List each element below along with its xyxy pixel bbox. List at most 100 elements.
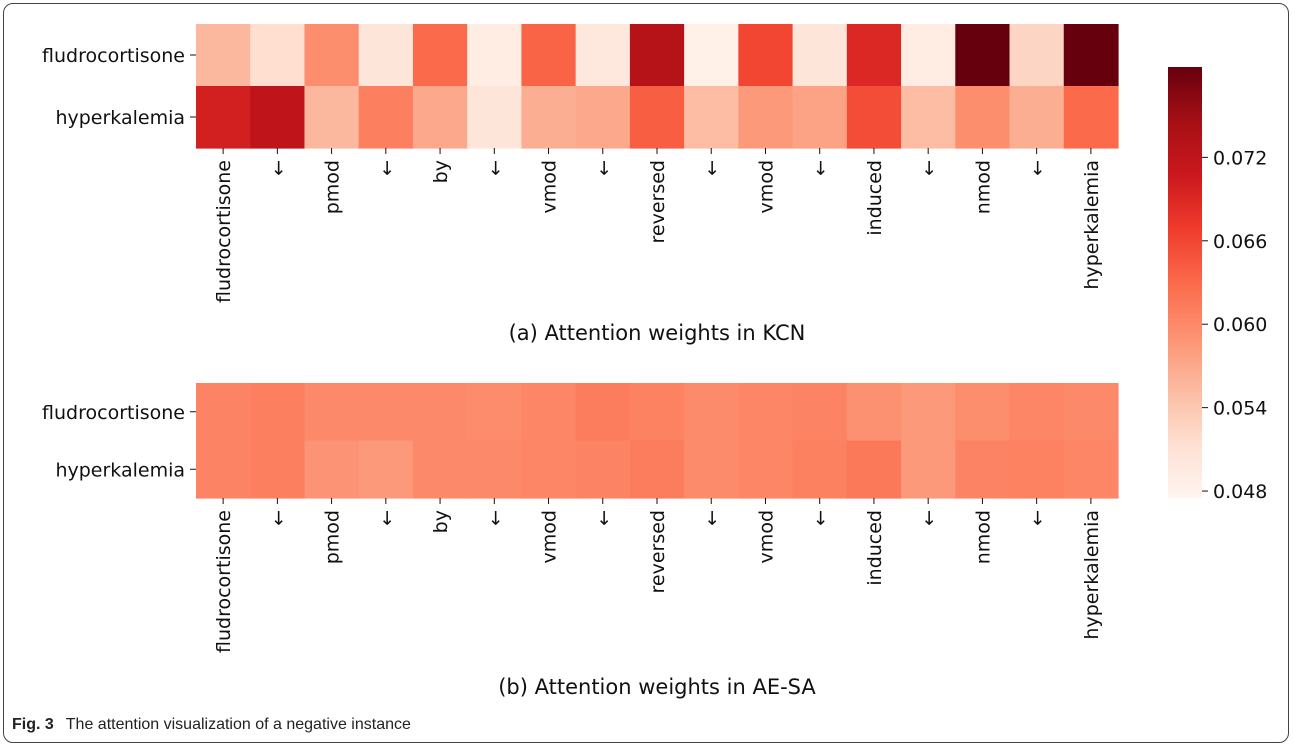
figure-number: Fig. 3 xyxy=(12,716,54,733)
heatmap-a-cell xyxy=(1009,24,1065,87)
heatmap-a-cell xyxy=(1009,86,1065,149)
heatmap-a-cell xyxy=(1063,24,1119,87)
heatmap-a-cell xyxy=(901,24,956,87)
heatmap-a-cell xyxy=(629,24,685,87)
heatmap-b-cell xyxy=(575,383,631,442)
row-label: fludrocortisone xyxy=(42,45,185,67)
heatmap-b-cell xyxy=(196,383,251,442)
column-label: ← xyxy=(593,160,615,176)
column-label: fludrocortisone xyxy=(213,160,235,303)
column-label: ← xyxy=(267,160,289,176)
column-label: vmod xyxy=(539,510,561,563)
colorbar-gradient xyxy=(1168,67,1202,498)
heatmap-a-cell xyxy=(684,86,739,149)
heatmap-b-cell xyxy=(684,383,739,442)
heatmap-a-cell xyxy=(846,24,902,87)
heatmap-b-cell xyxy=(955,440,1011,499)
column-label: reversed xyxy=(647,510,669,593)
column-label: ← xyxy=(1027,510,1049,526)
column-label: by xyxy=(430,160,452,183)
column-label: fludrocortisone xyxy=(213,510,235,653)
heatmap-b-cell xyxy=(521,383,577,442)
heatmap-b-cell xyxy=(304,383,360,442)
column-label: vmod xyxy=(539,160,561,213)
heatmap-b-cell xyxy=(467,440,523,499)
heatmap-b-cell xyxy=(467,383,523,442)
heatmap-a-cell xyxy=(955,24,1011,87)
heatmap-a-cell xyxy=(629,86,685,149)
heatmap-a-cell xyxy=(358,86,414,149)
colorbar: 0.048 0.054 0.060 0.066 0.072 xyxy=(1168,67,1267,503)
column-label: hyperkalemia xyxy=(1081,510,1103,640)
heatmap-a-title: (a) Attention weights in KCN xyxy=(509,321,806,345)
column-label: pmod xyxy=(322,510,344,564)
heatmap-b-cell xyxy=(684,440,739,499)
heatmap-b: fludrocortisone hyperkalemia fludrocortiso… xyxy=(42,383,1119,653)
heatmap-a-cell xyxy=(467,24,523,87)
row-label: hyperkalemia xyxy=(55,459,185,481)
figure-caption: Fig. 3 The attention visualization of a n… xyxy=(12,716,411,734)
caption-text: The attention visualization of a negativ… xyxy=(65,716,411,733)
colorbar-tick-label: 0.066 xyxy=(1213,231,1267,253)
heatmap-a-cell xyxy=(901,86,956,149)
heatmap-b-cell xyxy=(1009,383,1065,442)
heatmap-a-cell xyxy=(684,24,739,87)
column-label: ← xyxy=(810,160,832,176)
heatmap-b-cell xyxy=(846,383,902,442)
heatmap-a-cell xyxy=(467,86,523,149)
column-label: hyperkalemia xyxy=(1081,160,1103,290)
column-label: ← xyxy=(1027,160,1049,176)
heatmap-b-cell xyxy=(196,440,251,499)
column-label: ← xyxy=(593,510,615,526)
column-label: ← xyxy=(267,510,289,526)
heatmap-b-cell xyxy=(792,383,848,442)
colorbar-tick-label: 0.072 xyxy=(1213,147,1267,169)
heatmap-b-cell xyxy=(412,440,468,499)
heatmap-b-cell xyxy=(250,383,306,442)
heatmap-b-cell xyxy=(738,440,794,499)
row-label: hyperkalemia xyxy=(55,107,185,129)
heatmap-a-cell xyxy=(521,24,577,87)
heatmap-a-cell xyxy=(575,24,631,87)
heatmap-a-cell xyxy=(196,24,251,87)
heatmap-b-cell xyxy=(846,440,902,499)
heatmap-b-cell xyxy=(521,440,577,499)
colorbar-tick-label: 0.054 xyxy=(1213,398,1267,420)
heatmap-b-cell xyxy=(304,440,360,499)
heatmap-a-cell xyxy=(521,86,577,149)
heatmap-a-cell xyxy=(792,24,848,87)
column-label: induced xyxy=(864,510,886,586)
heatmap-a-cell xyxy=(575,86,631,149)
column-label: nmod xyxy=(972,160,994,214)
heatmap-b-cell xyxy=(250,440,306,499)
column-label: reversed xyxy=(647,160,669,243)
heatmap-b-cell xyxy=(955,383,1011,442)
heatmap-b-cell xyxy=(1063,440,1119,499)
colorbar-tick-label: 0.048 xyxy=(1213,481,1267,503)
column-label: ← xyxy=(810,510,832,526)
column-label: ← xyxy=(376,510,398,526)
heatmap-a-cell xyxy=(358,24,414,87)
heatmap-a-cell xyxy=(955,86,1011,149)
heatmap-a-cell xyxy=(412,86,468,149)
heatmap-a: fludrocortisone hyperkalemia fludrocortiso… xyxy=(42,24,1119,303)
heatmap-a-cell xyxy=(738,86,794,149)
heatmap-b-cell xyxy=(792,440,848,499)
heatmap-a-cell xyxy=(846,86,902,149)
column-label: ← xyxy=(701,510,723,526)
heatmap-b-cell xyxy=(629,440,685,499)
column-label: pmod xyxy=(322,160,344,214)
heatmap-a-cell xyxy=(304,86,360,149)
heatmap-a-cell xyxy=(304,24,360,87)
column-label: ← xyxy=(484,160,506,176)
row-label: fludrocortisone xyxy=(42,402,185,424)
column-label: vmod xyxy=(755,510,777,563)
heatmap-a-cell xyxy=(250,86,306,149)
heatmap-b-cell xyxy=(358,440,414,499)
column-label: ← xyxy=(918,510,940,526)
heatmap-b-cell xyxy=(901,440,956,499)
colorbar-tick-label: 0.060 xyxy=(1213,314,1267,336)
column-label: ← xyxy=(484,510,506,526)
heatmap-a-cell xyxy=(1063,86,1119,149)
column-label: ← xyxy=(918,160,940,176)
